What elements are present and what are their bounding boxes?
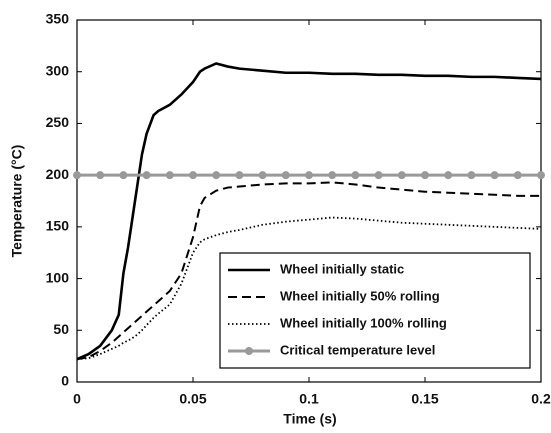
x-tick-label: 0.15	[411, 391, 438, 407]
legend-label: Critical temperature level	[280, 342, 435, 357]
series-marker	[490, 171, 499, 180]
legend-box	[219, 252, 531, 369]
y-tick-label: 100	[46, 269, 70, 285]
y-axis-label: Temperature (°C)	[9, 145, 25, 258]
legend-label: Wheel initially static	[280, 261, 404, 276]
series-marker	[258, 171, 267, 180]
series-marker	[281, 171, 290, 180]
series-marker	[142, 171, 151, 180]
series-marker	[351, 171, 360, 180]
series-line	[76, 62, 542, 361]
series-marker	[421, 171, 429, 180]
x-tick-label: 0.1	[299, 391, 319, 407]
y-tick-label: 300	[46, 62, 70, 78]
series-line	[76, 216, 542, 361]
y-tick-label: 200	[46, 166, 70, 182]
series-marker	[189, 171, 197, 180]
series-marker	[119, 171, 128, 180]
series-marker	[235, 171, 244, 180]
series-marker	[537, 171, 545, 180]
series-marker	[165, 171, 174, 180]
y-tick-label: 50	[53, 321, 69, 337]
series-marker	[305, 171, 313, 180]
x-tick-label: 0	[73, 391, 81, 407]
series-marker	[212, 171, 221, 180]
y-tick-label: 250	[46, 114, 70, 130]
x-tick-label: 0.2	[531, 391, 551, 407]
series-marker	[513, 171, 522, 180]
series-marker	[467, 171, 476, 180]
legend: Wheel initially static Wheel initially 50…	[219, 252, 531, 369]
series-line	[76, 181, 541, 361]
y-tick-label: 350	[46, 11, 70, 27]
legend-label: Wheel initially 100% rolling	[280, 315, 447, 330]
series-marker	[444, 171, 453, 180]
x-axis-label: Time (s)	[283, 411, 336, 427]
legend-marker	[245, 347, 253, 355]
x-tick-label: 0.05	[179, 391, 206, 407]
y-tick-label: 150	[46, 218, 70, 234]
legend-label: Wheel initially 50% rolling	[280, 288, 440, 303]
y-tick-label: 0	[61, 373, 69, 389]
series-marker	[328, 171, 337, 180]
series-marker	[73, 171, 81, 180]
series-marker	[96, 171, 105, 180]
series-marker	[397, 171, 406, 180]
series-marker	[374, 171, 383, 180]
